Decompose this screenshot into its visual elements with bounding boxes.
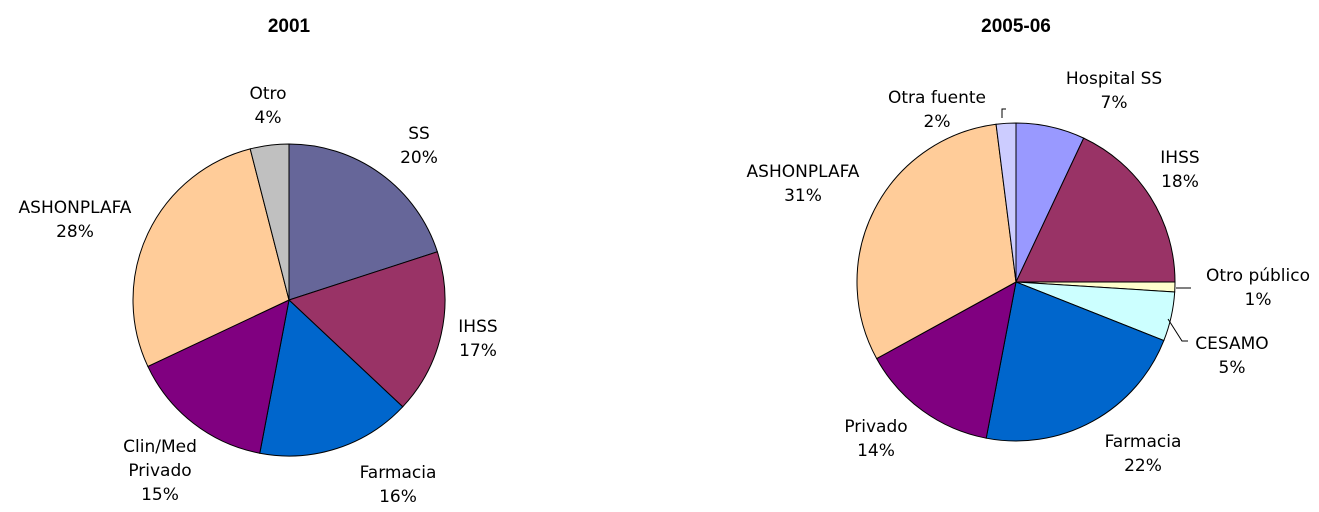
leader-line	[1001, 108, 1006, 118]
slice-label-ss: SS 20%	[400, 124, 438, 168]
slice-label-hospital-ss: Hospital SS 7%	[1066, 69, 1162, 113]
slice-label-ihss: IHSS 17%	[458, 317, 497, 361]
pie-slice-otra-fuente	[995, 122, 1017, 283]
slice-label-otra-fuente: Otra fuente 2%	[888, 88, 986, 132]
pie-chart-2001: 2001 SS 20% IHSS 17% Farmacia 16% Clin/Med Priv…	[19, 16, 498, 507]
slice-label-ihss: IHSS 18%	[1160, 148, 1199, 192]
pie-slice-ss	[288, 143, 438, 301]
pie-slice-privado	[875, 281, 1017, 439]
slice-label-ashonplafa: ASHONPLAFA 31%	[747, 162, 860, 206]
pie-slice-ihss	[288, 251, 446, 408]
pie-slice-farmacia	[985, 281, 1165, 442]
slice-label-clin-med-privado: Clin/Med Privado 15%	[123, 437, 197, 505]
pie-slice-clin-med-privado	[147, 299, 290, 454]
chart-title-2005-06: 2005-06	[981, 16, 1051, 37]
leader-line	[1167, 318, 1188, 342]
slice-label-otro-publico: Otro público 1%	[1206, 266, 1310, 310]
pie-slice-ashonplafa	[856, 123, 1017, 360]
slice-label-farmacia: Farmacia 16%	[360, 463, 437, 507]
slice-label-otro: Otro 4%	[249, 84, 286, 128]
pie-slice-farmacia	[259, 299, 404, 457]
slice-label-privado: Privado 14%	[844, 417, 907, 461]
chart-title-2001: 2001	[268, 16, 311, 37]
pie-slice-otro	[249, 143, 290, 301]
pie-chart-2005-06: 2005-06 Hospital SS 7% IHSS 18% Otro público…	[747, 16, 1310, 476]
pie-slice-ihss	[1015, 137, 1176, 283]
slice-label-cesamo: CESAMO 5%	[1195, 334, 1268, 378]
slice-label-farmacia: Farmacia 22%	[1105, 432, 1182, 476]
slice-label-ashonplafa: ASHONPLAFA 28%	[19, 198, 132, 242]
pie-slice-ashonplafa	[132, 148, 290, 368]
